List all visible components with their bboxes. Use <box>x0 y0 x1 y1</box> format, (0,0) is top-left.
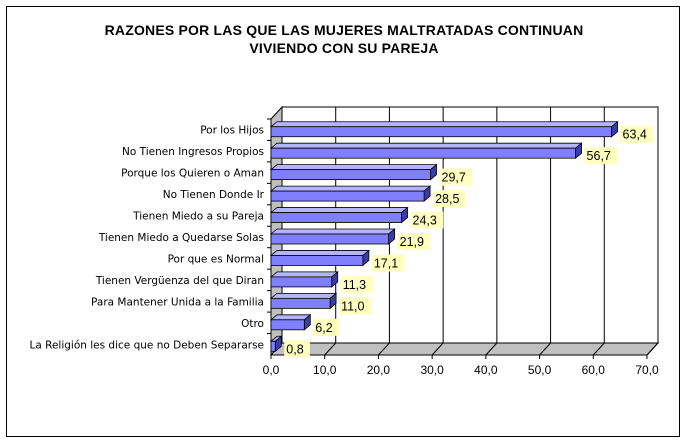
bar-top <box>269 271 339 278</box>
bar <box>270 233 390 245</box>
category-label: No Tienen Ingresos Propios <box>122 146 264 158</box>
data-label: 11,3 <box>343 278 366 292</box>
category-label: Para Mantener Unida a la Familia <box>91 296 264 308</box>
x-tick-label: 40,0 <box>474 363 498 377</box>
bar <box>270 169 431 181</box>
data-label: 21,9 <box>400 235 424 249</box>
category-label: No Tienen Donde Ir <box>163 189 265 201</box>
category-label: Tienen Miedo a Quedarse Solas <box>98 232 264 244</box>
category-label: Tienen Vergüenza del que Diran <box>95 275 264 287</box>
category-label: Por los Hijos <box>200 125 264 137</box>
data-label: 56,7 <box>587 149 611 163</box>
bar <box>270 319 305 331</box>
chart-title-line-1: RAZONES POR LAS QUE LAS MUJERES MALTRATA… <box>104 22 584 38</box>
bar-top <box>269 228 396 235</box>
bar-top <box>269 250 370 256</box>
category-label: Otro <box>241 318 264 330</box>
data-label: 24,3 <box>413 214 437 228</box>
bar <box>270 147 576 159</box>
data-label-background <box>397 233 431 250</box>
category-label: La Religión les dice que no Deben Separa… <box>30 339 265 351</box>
data-label: 63,4 <box>623 128 647 142</box>
bar-top <box>269 121 619 128</box>
gridline-floor <box>539 342 551 356</box>
chart-title-line-2: VIVIENDO CON SU PAREJA <box>249 40 439 56</box>
x-tick-label: 30,0 <box>420 363 444 377</box>
bar-top <box>269 185 432 192</box>
data-label: 0,8 <box>286 342 303 356</box>
data-label: 17,1 <box>374 256 398 270</box>
gridline-floor <box>646 342 659 356</box>
category-label: Porque los Quieren o Aman <box>121 168 264 180</box>
x-tick-label: 50,0 <box>528 363 552 377</box>
bar-top <box>269 164 438 171</box>
data-label: 6,2 <box>315 321 332 335</box>
data-label: 11,0 <box>341 299 364 313</box>
plot-back-wall <box>281 106 659 344</box>
x-tick-label: 60,0 <box>582 363 606 377</box>
x-tick-label: 70,0 <box>635 363 659 377</box>
x-tick-label: 10,0 <box>313 363 337 377</box>
gridline-floor <box>324 342 337 356</box>
data-label-background <box>284 340 310 358</box>
x-tick-label: 0,0 <box>263 363 280 377</box>
gridline-floor <box>485 342 498 356</box>
bar-top <box>269 207 409 213</box>
data-label-background <box>410 211 444 229</box>
data-label: 29,7 <box>442 171 466 185</box>
gridline-floor <box>378 342 390 356</box>
data-label-background <box>584 147 618 165</box>
bar <box>270 126 612 138</box>
category-label: Por que es Normal <box>168 253 264 265</box>
gridline-floor <box>592 342 605 356</box>
category-label: Tienen Miedo a su Pareja <box>132 211 264 223</box>
gridline-floor <box>431 342 444 356</box>
bar <box>270 297 331 309</box>
data-label-background <box>433 190 466 208</box>
data-label-background <box>371 254 405 272</box>
bar <box>270 190 425 202</box>
bar-top <box>269 314 312 321</box>
data-label-background <box>620 125 654 143</box>
data-label-background <box>339 297 372 315</box>
bar-top <box>269 142 583 149</box>
bar-top <box>269 292 338 299</box>
data-label-background <box>439 168 473 186</box>
bar <box>270 212 402 223</box>
x-tick-label: 20,0 <box>367 363 391 377</box>
bar <box>270 340 276 352</box>
bar <box>270 276 333 288</box>
plot-floor <box>269 342 660 356</box>
data-label-background <box>340 275 374 293</box>
data-label: 28,5 <box>435 192 459 206</box>
data-label-background <box>313 318 339 336</box>
bar <box>270 255 364 266</box>
